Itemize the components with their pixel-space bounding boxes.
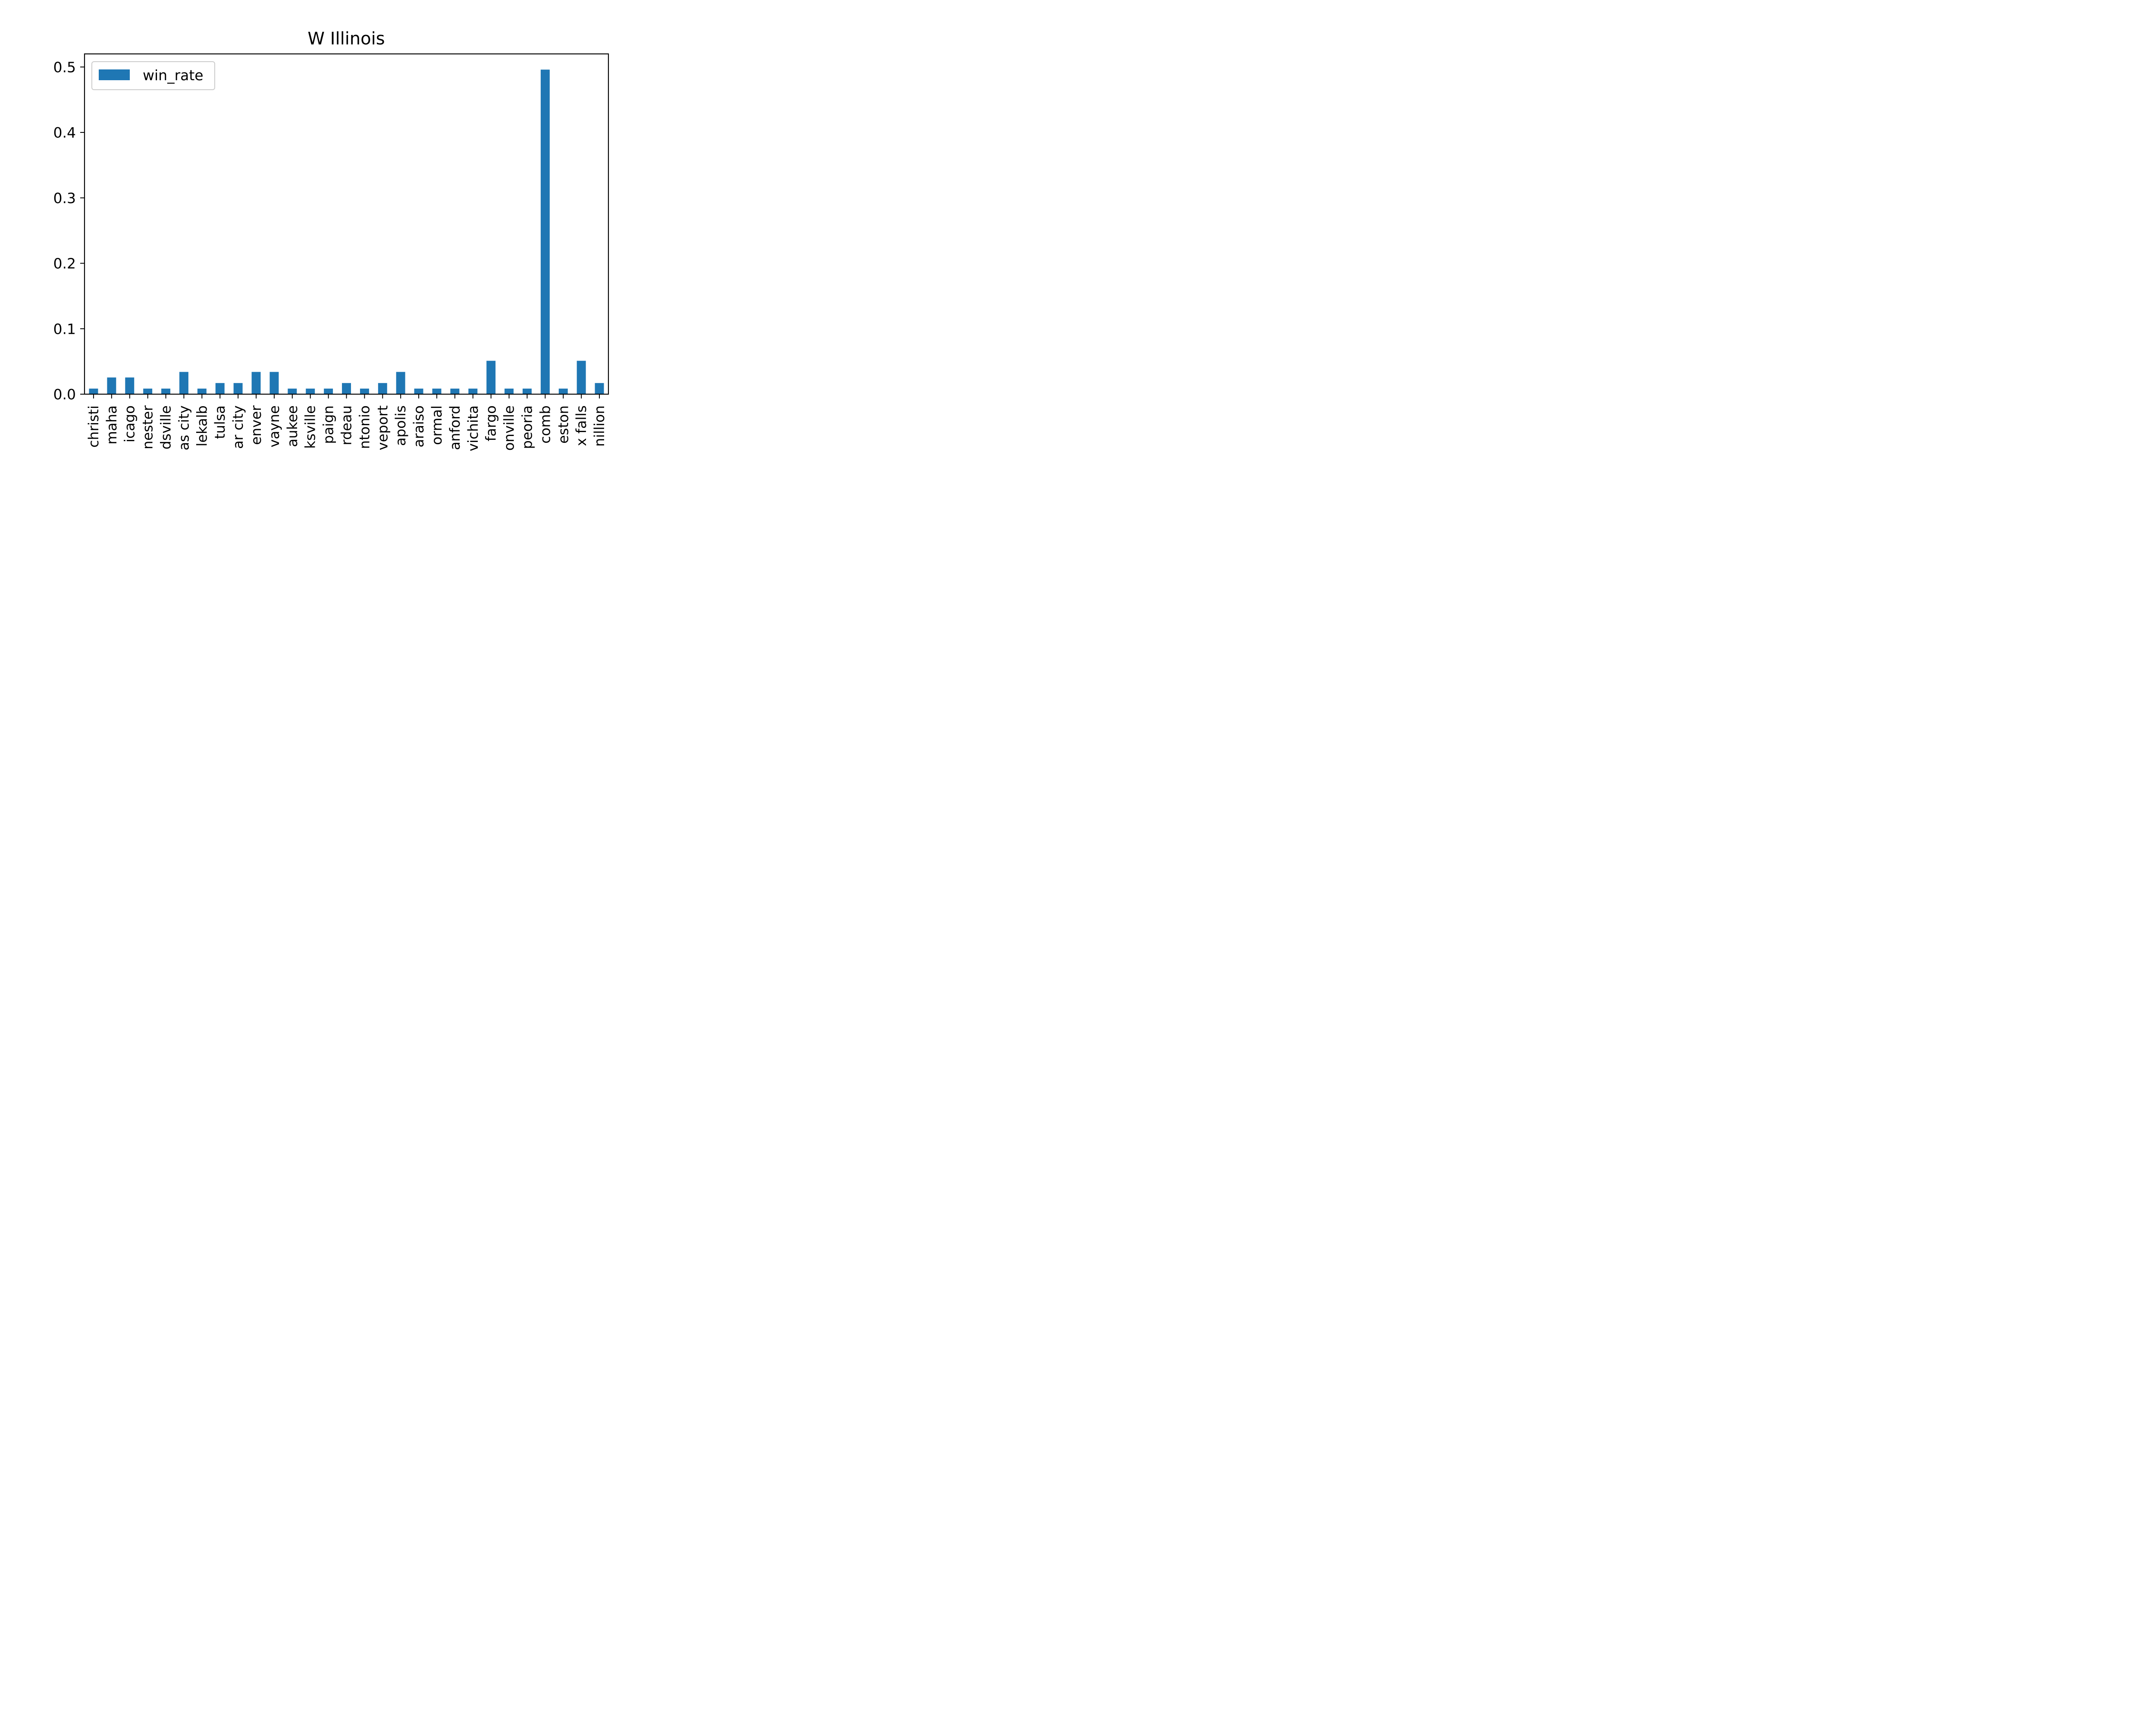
bar-4 [161,389,171,394]
bar-12 [306,389,315,394]
bar-11 [288,389,297,394]
x-tick-label: icago [122,405,138,442]
x-tick-label: araiso [411,405,427,448]
y-axis: 0.0 0.1 0.2 0.3 0.4 0.5 [53,59,85,403]
bar-15 [360,389,369,394]
y-tick-label: 0.0 [53,386,76,403]
x-tick-label: fargo [483,405,499,441]
bar-10 [270,372,279,394]
y-tick-label: 0.5 [53,59,76,75]
bar-19 [432,389,442,394]
bar-2 [125,377,135,394]
chart: W Illinois 0.0 0.1 0.2 0.3 0.4 0.5 christi mah… [53,29,609,451]
x-tick-label: nester [140,405,156,449]
x-tick-label: peoria [519,405,535,449]
bar-23 [505,389,514,394]
bar-8 [233,383,243,394]
bar-7 [215,383,225,394]
bar-3 [143,389,153,394]
bar-20 [450,389,460,394]
bar-25 [540,69,550,394]
bar-17 [396,372,405,394]
x-tick-label: onville [501,405,517,451]
x-tick-label: ksville [302,405,319,449]
bar-1 [107,377,116,394]
legend-box [91,61,215,90]
chart-title: W Illinois [307,29,385,49]
x-tick-label: ormal [429,405,445,445]
x-tick-label: rdeau [338,405,355,445]
bar-22 [486,361,496,394]
bar-6 [197,389,207,394]
bar-14 [342,383,351,394]
y-tick-label: 0.3 [53,190,76,207]
bar-24 [522,389,532,394]
x-tick-label: aukee [284,405,301,447]
x-tick-label: tulsa [212,405,228,439]
x-axis: christi maha icago nester dsville as city leka… [85,394,608,451]
bar-28 [595,383,604,394]
bar-13 [324,389,333,394]
legend-label: win_rate [143,67,204,84]
bars-group [89,69,604,394]
bar-21 [468,389,478,394]
x-tick-label: vayne [266,405,282,447]
bar-0 [89,389,98,394]
legend: win_rate [91,61,215,90]
x-tick-label: ar city [230,405,246,449]
x-tick-label: anford [447,405,463,450]
bar-26 [558,389,568,394]
x-tick-label: x falls [573,405,589,446]
x-tick-label: eston [555,405,571,444]
bar-18 [414,389,423,394]
x-tick-label: lekalb [194,405,210,446]
x-tick-label: maha [103,405,120,445]
x-tick-label: veport [374,405,391,450]
x-tick-label: nillion [591,405,608,447]
x-tick-label: as city [175,405,192,450]
x-tick-label: apolis [392,405,409,446]
x-tick-label: paign [320,405,337,444]
bar-5 [179,372,188,394]
x-tick-label: ntonio [356,405,373,449]
x-tick-label: dsville [158,405,174,449]
x-tick-label: enver [248,405,264,445]
y-tick-label: 0.4 [53,124,76,141]
x-tick-label: comb [537,405,553,444]
x-tick-label: vichita [465,405,481,451]
bar-9 [251,372,261,394]
y-tick-label: 0.2 [53,255,76,272]
y-tick-label: 0.1 [53,320,76,337]
plot-frame [84,53,609,395]
x-tick-label: christi [85,405,102,448]
legend-swatch [99,69,130,80]
bar-27 [577,361,586,394]
bar-16 [378,383,387,394]
